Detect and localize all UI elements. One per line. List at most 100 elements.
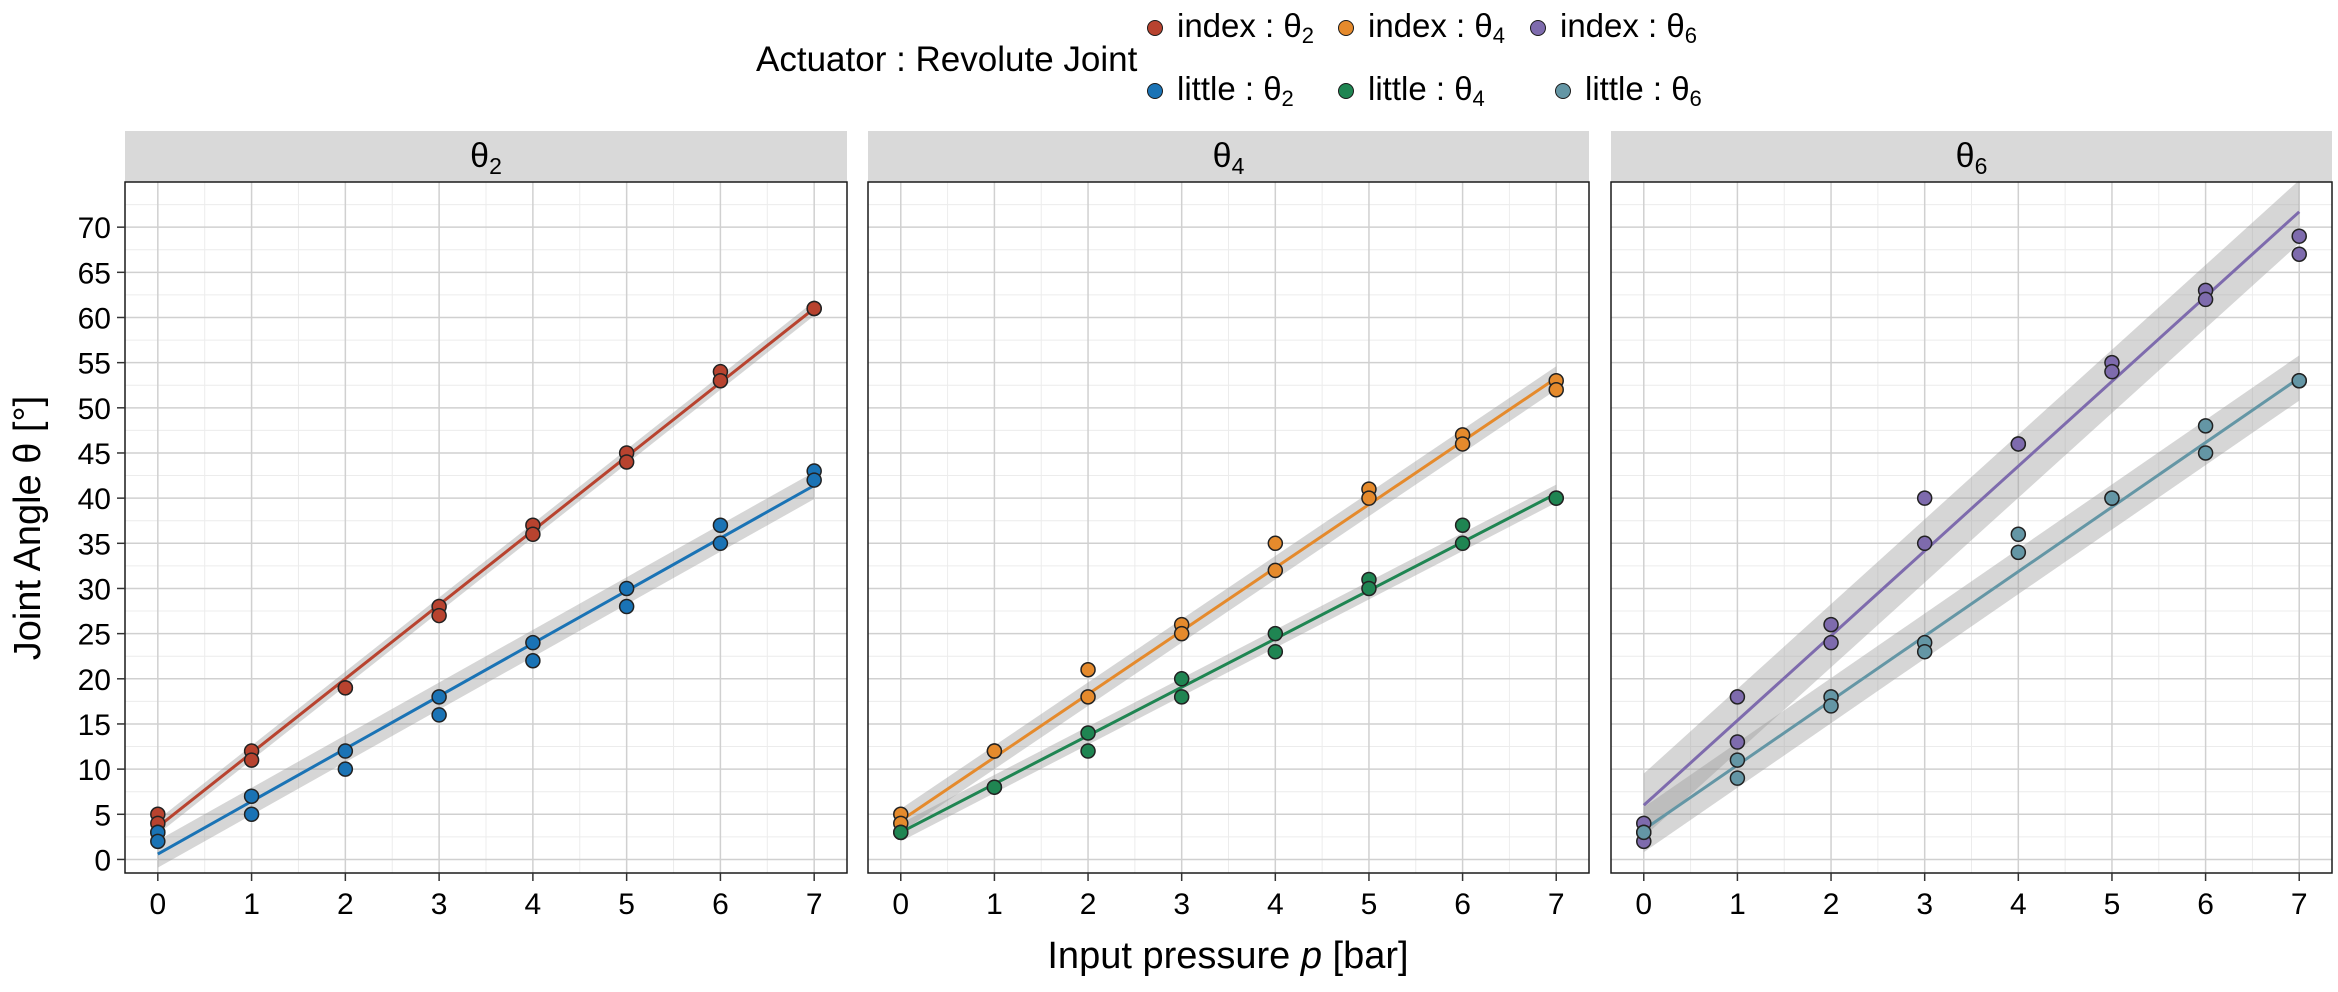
x-tick-label: 1 (986, 888, 1003, 921)
data-point (1080, 662, 1096, 678)
x-tick-label: 6 (2197, 888, 2214, 921)
data-point (1636, 824, 1652, 841)
x-tick-label: 0 (892, 888, 909, 921)
x-tick-label: 7 (806, 888, 823, 921)
data-point (712, 517, 729, 533)
data-point (712, 372, 729, 389)
x-tick-label: 6 (1454, 888, 1471, 921)
y-axis-title: Joint Angle θ [°] (7, 396, 49, 660)
x-tick-label: 5 (2104, 888, 2121, 921)
legend-dot-icon (1338, 20, 1354, 36)
legend-label: little : θ6 (1585, 70, 1702, 111)
panel-strip (125, 131, 847, 182)
data-point (2291, 372, 2307, 389)
y-tick-label: 40 (78, 483, 111, 516)
y-tick-label: 20 (78, 664, 111, 697)
data-point (1823, 634, 1839, 651)
data-point (1916, 535, 1933, 552)
data-point (2291, 246, 2307, 263)
legend-label: index : θ2 (1177, 7, 1314, 48)
data-point (431, 707, 447, 723)
data-point (1729, 770, 1746, 786)
fit-line (1642, 210, 2301, 807)
data-point (1454, 535, 1471, 552)
panel-strip-label: θ6 (1956, 137, 1988, 179)
data-point (1173, 689, 1190, 705)
data-point (1080, 689, 1096, 705)
y-tick-label: 60 (78, 302, 111, 335)
x-tick-label: 0 (149, 888, 166, 921)
y-tick-label: 30 (78, 573, 111, 606)
data-point (431, 689, 447, 705)
y-tick-label: 55 (78, 348, 111, 381)
data-point (2197, 418, 2214, 434)
data-point (1267, 643, 1284, 660)
data-point (893, 824, 909, 841)
data-point (337, 743, 354, 759)
data-point (1361, 580, 1377, 597)
x-tick-label: 2 (1080, 888, 1097, 921)
panel-3: θ6 0 1 2 3 4 5 6 7 (1610, 131, 2333, 921)
data-point (2010, 526, 2027, 543)
panel-border (124, 181, 848, 874)
y-tick-label: 25 (78, 619, 111, 652)
legend-label: little : θ4 (1368, 70, 1485, 111)
data-point (243, 788, 260, 804)
data-point (1823, 616, 1839, 633)
y-tick-label: 70 (78, 212, 111, 245)
data-point (712, 535, 729, 552)
data-point (243, 806, 260, 823)
data-point (1729, 689, 1746, 705)
data-point (618, 598, 635, 615)
y-tick-label: 50 (78, 393, 111, 426)
legend-item-little-theta4: little : θ4 (1338, 70, 1485, 111)
data-point (1173, 625, 1190, 642)
data-point (806, 300, 822, 317)
data-point (1548, 490, 1564, 506)
data-point (1454, 517, 1471, 533)
x-tick-label: 3 (1916, 888, 1933, 921)
data-point (1454, 436, 1471, 452)
data-point (243, 752, 260, 768)
legend-item-index-theta6: index : θ6 (1530, 7, 1697, 48)
legend-dot-icon (1555, 83, 1571, 99)
x-axis-title: Input pressure p [bar] (1047, 935, 1408, 977)
fit-line (157, 484, 815, 856)
x-tick-label: 0 (1635, 888, 1652, 921)
x-tick-label: 4 (525, 888, 542, 921)
x-tick-label: 1 (243, 888, 260, 921)
legend-dot-icon (1338, 83, 1354, 99)
panel-strip (1611, 131, 2332, 182)
panel-strip-label: θ4 (1213, 137, 1245, 179)
panel-border (867, 181, 1590, 874)
data-point (1916, 643, 1933, 660)
data-point (2104, 490, 2120, 506)
data-point (618, 454, 635, 470)
data-point (1173, 671, 1190, 687)
x-tick-label: 6 (712, 888, 729, 921)
legend-label: index : θ6 (1560, 7, 1697, 48)
data-point (337, 680, 354, 696)
data-point (986, 743, 1003, 759)
data-point (986, 779, 1003, 795)
legend-dot-icon (1147, 83, 1163, 99)
x-tick-label: 1 (1729, 888, 1746, 921)
fit-line (1642, 376, 2301, 831)
panel-2: θ4 0 1 2 3 4 5 6 7 (867, 131, 1590, 921)
data-point (2291, 228, 2307, 244)
legend-label: little : θ2 (1177, 70, 1294, 111)
y-tick-label: 10 (78, 754, 111, 787)
fit-line (900, 492, 1557, 834)
y-tick-label: 0 (94, 844, 111, 877)
legend: Actuator : Revolute Joint index : θ2 ind… (0, 0, 2338, 125)
x-tick-label: 2 (337, 888, 354, 921)
data-point (2197, 445, 2214, 461)
data-point (2197, 291, 2214, 308)
data-point (2010, 544, 2027, 561)
panel-border (1610, 181, 2333, 874)
x-tick-label: 2 (1823, 888, 1840, 921)
fit-line (899, 376, 1558, 822)
